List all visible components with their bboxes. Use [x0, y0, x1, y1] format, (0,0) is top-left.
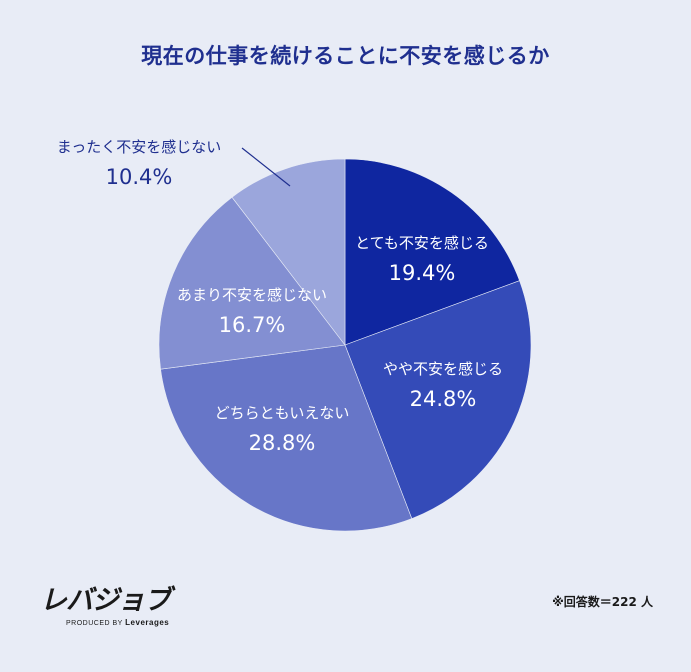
slice-label-2: どちらともいえない: [215, 404, 350, 422]
pie-labels: とても不安を感じる 19.4% やや不安を感じる 24.8% どちらともいえない 28.8…: [57, 138, 503, 455]
pie-slice-3: [158, 196, 346, 370]
pie-slices: [158, 158, 532, 532]
pie-slice-4: [231, 158, 346, 346]
brand-sub-name: Leverages: [125, 618, 170, 627]
slice-label-0: とても不安を感じる: [355, 234, 489, 252]
brand-sub-prefix: PRODUCED BY: [66, 620, 123, 627]
callout-leader-line: [241, 147, 291, 187]
slice-label-1: やや不安を感じる: [383, 360, 503, 378]
pie-slice-1: [344, 280, 532, 519]
slice-label-4: まったく不安を感じない: [57, 138, 221, 156]
slice-label-3: あまり不安を感じない: [177, 286, 327, 304]
response-count-note: ※回答数＝222 人: [552, 595, 653, 609]
brand-logo-text: レバジョブ: [40, 585, 171, 616]
pie-slice-2: [160, 344, 413, 532]
brand-logo: レバジョブ PRODUCED BY Leverages: [40, 585, 171, 628]
slice-value-1: 24.8%: [410, 387, 477, 411]
slice-value-4: 10.4%: [106, 165, 173, 189]
pie-slice-0: [344, 158, 520, 346]
chart-title: 現在の仕事を続けることに不安を感じるか: [141, 44, 550, 68]
slice-value-0: 19.4%: [389, 261, 456, 285]
brand-sub: PRODUCED BY Leverages: [66, 618, 170, 627]
slice-value-2: 28.8%: [249, 431, 316, 455]
slice-value-3: 16.7%: [219, 313, 286, 337]
